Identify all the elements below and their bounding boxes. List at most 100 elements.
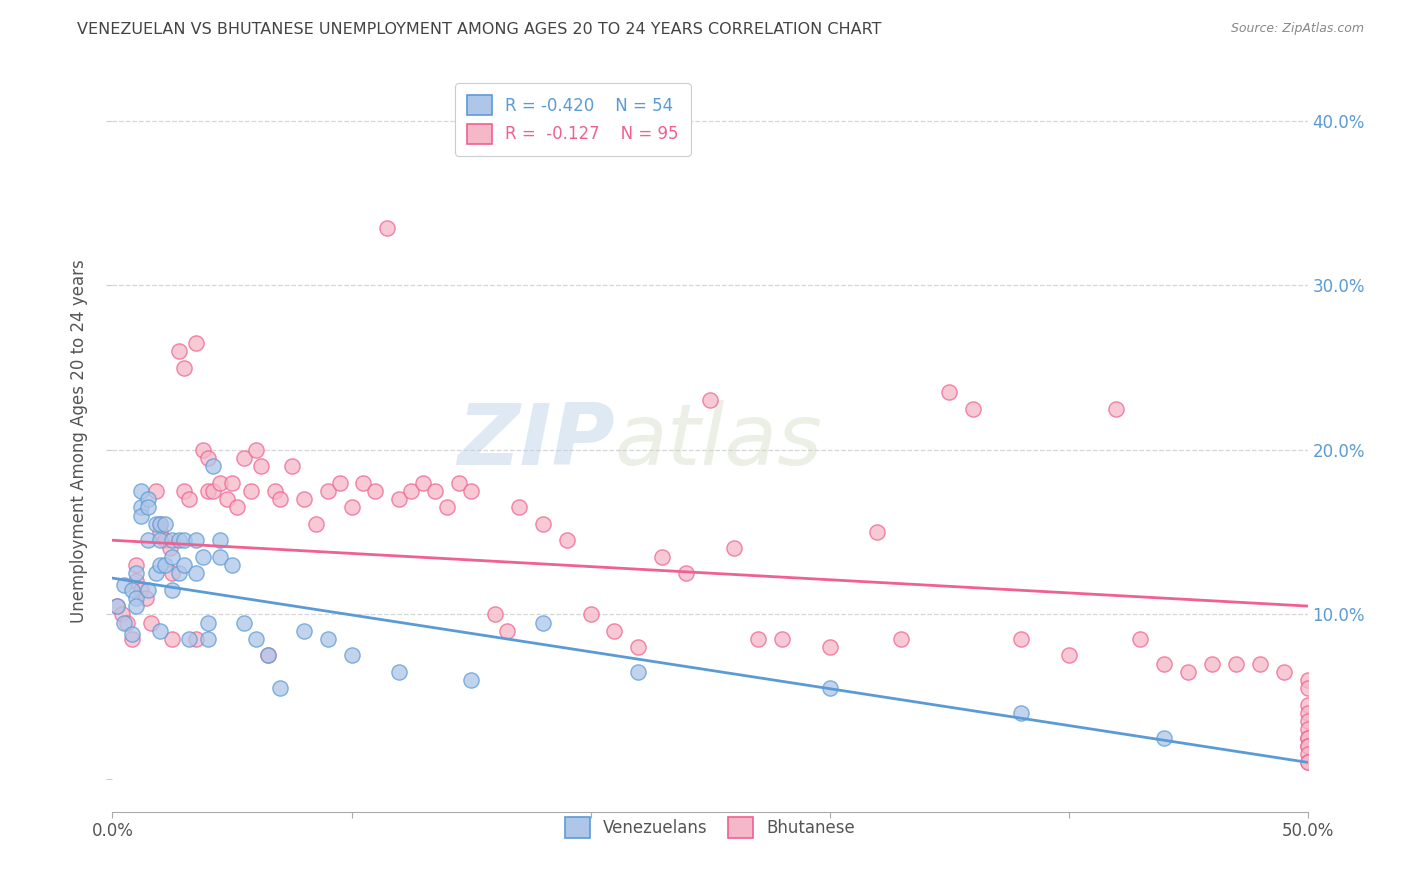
Point	[149, 516, 172, 531]
Point	[1296, 731, 1319, 745]
Point	[125, 558, 148, 572]
Point	[197, 483, 219, 498]
Point	[162, 582, 183, 597]
Point	[125, 591, 148, 605]
Text: Source: ZipAtlas.com: Source: ZipAtlas.com	[1230, 22, 1364, 36]
Point	[531, 516, 554, 531]
Point	[177, 632, 200, 646]
Point	[138, 582, 160, 597]
Text: atlas: atlas	[614, 400, 823, 483]
Point	[1296, 747, 1319, 761]
Point	[747, 632, 769, 646]
Point	[770, 632, 793, 646]
Point	[162, 566, 183, 581]
Point	[240, 483, 263, 498]
Point	[169, 344, 191, 359]
Point	[818, 681, 841, 696]
Point	[364, 483, 387, 498]
Point	[292, 624, 315, 638]
Point	[209, 533, 232, 548]
Point	[1010, 706, 1032, 720]
Point	[1105, 401, 1128, 416]
Point	[186, 566, 208, 581]
Point	[173, 483, 195, 498]
Point	[233, 615, 256, 630]
Point	[1225, 657, 1247, 671]
Point	[257, 648, 280, 663]
Point	[603, 624, 626, 638]
Point	[245, 442, 267, 457]
Point	[173, 533, 195, 548]
Point	[1153, 657, 1175, 671]
Point	[269, 492, 291, 507]
Point	[121, 582, 143, 597]
Point	[129, 500, 152, 515]
Point	[105, 599, 128, 613]
Point	[1177, 665, 1199, 679]
Point	[209, 549, 232, 564]
Point	[1296, 739, 1319, 753]
Point	[340, 500, 363, 515]
Point	[699, 393, 721, 408]
Point	[460, 483, 482, 498]
Point	[169, 566, 191, 581]
Point	[1249, 657, 1271, 671]
Point	[233, 450, 256, 465]
Point	[627, 640, 650, 655]
Point	[209, 475, 232, 490]
Point	[145, 566, 167, 581]
Point	[153, 533, 176, 548]
Point	[1296, 706, 1319, 720]
Point	[225, 500, 247, 515]
Point	[135, 591, 157, 605]
Text: VENEZUELAN VS BHUTANESE UNEMPLOYMENT AMONG AGES 20 TO 24 YEARS CORRELATION CHART: VENEZUELAN VS BHUTANESE UNEMPLOYMENT AMO…	[77, 22, 882, 37]
Point	[316, 632, 339, 646]
Point	[305, 516, 328, 531]
Point	[1296, 756, 1319, 770]
Point	[962, 401, 984, 416]
Point	[352, 475, 374, 490]
Point	[675, 566, 697, 581]
Point	[1129, 632, 1152, 646]
Point	[221, 558, 243, 572]
Point	[162, 632, 183, 646]
Point	[249, 459, 271, 474]
Point	[329, 475, 352, 490]
Point	[114, 615, 135, 630]
Point	[153, 516, 176, 531]
Point	[257, 648, 280, 663]
Point	[555, 533, 578, 548]
Point	[149, 533, 172, 548]
Point	[173, 558, 195, 572]
Point	[153, 558, 176, 572]
Point	[447, 475, 470, 490]
Point	[412, 475, 434, 490]
Point	[818, 640, 841, 655]
Point	[193, 442, 215, 457]
Point	[1296, 681, 1319, 696]
Point	[197, 450, 219, 465]
Point	[186, 533, 208, 548]
Point	[425, 483, 447, 498]
Point	[173, 360, 195, 375]
Point	[149, 558, 172, 572]
Point	[162, 533, 183, 548]
Point	[316, 483, 339, 498]
Point	[264, 483, 287, 498]
Point	[169, 533, 191, 548]
Point	[125, 574, 148, 589]
Point	[1296, 756, 1319, 770]
Point	[1296, 698, 1319, 712]
Point	[1296, 739, 1319, 753]
Point	[1296, 714, 1319, 729]
Legend: Venezuelans, Bhutanese: Venezuelans, Bhutanese	[555, 807, 865, 847]
Point	[1296, 723, 1319, 737]
Point	[1010, 632, 1032, 646]
Point	[197, 632, 219, 646]
Point	[125, 599, 148, 613]
Point	[1201, 657, 1223, 671]
Point	[388, 665, 411, 679]
Point	[460, 673, 482, 687]
Point	[177, 492, 200, 507]
Point	[292, 492, 315, 507]
